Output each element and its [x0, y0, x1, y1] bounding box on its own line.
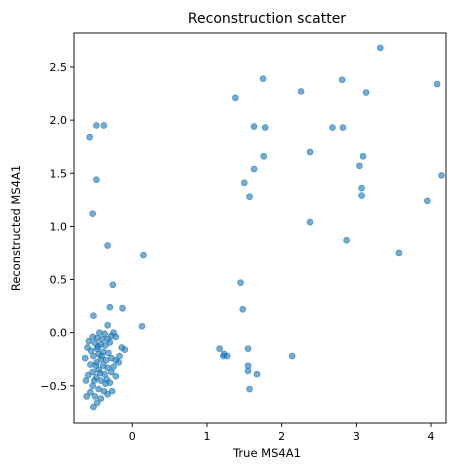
- data-point: [241, 179, 248, 187]
- data-point: [106, 338, 114, 346]
- data-point: [438, 172, 445, 179]
- data-point: [306, 218, 314, 226]
- data-point: [93, 399, 101, 407]
- data-point: [424, 197, 431, 205]
- data-point: [216, 345, 223, 352]
- x-axis-label: True MS4A1: [232, 446, 301, 460]
- data-point: [244, 367, 252, 375]
- y-tick-label: 2.0: [50, 114, 68, 127]
- data-point: [90, 312, 97, 319]
- data-point: [376, 44, 384, 52]
- data-point: [104, 321, 111, 329]
- data-point: [339, 124, 347, 131]
- y-tick-label: 0.5: [50, 274, 68, 287]
- y-tick-label: −0.5: [40, 380, 67, 393]
- data-point: [90, 403, 97, 411]
- data-point: [358, 192, 365, 199]
- data-point: [91, 393, 99, 400]
- data-point: [97, 395, 105, 402]
- data-point: [220, 352, 227, 360]
- data-point: [90, 352, 97, 360]
- data-point: [106, 303, 114, 311]
- data-point: [81, 354, 89, 362]
- data-point: [232, 94, 239, 102]
- data-point: [101, 330, 108, 338]
- data-point: [395, 249, 403, 257]
- data-point: [82, 377, 90, 384]
- data-point: [239, 305, 247, 313]
- data-point: [102, 342, 109, 349]
- data-point: [259, 75, 267, 82]
- x-tick-label: 0: [129, 430, 136, 443]
- data-point: [338, 76, 346, 84]
- data-point: [356, 162, 363, 170]
- data-point: [93, 176, 100, 183]
- data-point: [138, 322, 146, 330]
- data-point: [104, 391, 111, 398]
- data-point: [116, 352, 123, 360]
- data-point: [253, 370, 261, 378]
- data-point: [359, 152, 367, 160]
- x-tick-label: 1: [203, 430, 210, 443]
- data-point: [140, 251, 147, 259]
- data-point: [329, 124, 336, 131]
- y-tick-label: 2.5: [50, 61, 68, 74]
- data-point: [297, 88, 305, 95]
- data-point: [343, 236, 350, 244]
- data-point: [96, 369, 104, 377]
- data-point: [104, 242, 111, 249]
- y-tick-label: 1.5: [50, 167, 68, 180]
- data-point: [92, 362, 99, 369]
- points-layer: [81, 44, 445, 411]
- data-point: [362, 89, 370, 96]
- data-point: [237, 279, 244, 287]
- data-point: [246, 385, 253, 393]
- data-point: [260, 152, 268, 160]
- data-point: [93, 122, 100, 129]
- data-point: [83, 393, 90, 400]
- y-axis-label: Reconstructed MS4A1: [9, 165, 23, 291]
- data-point: [105, 349, 112, 357]
- data-point: [306, 148, 314, 156]
- data-point: [109, 281, 117, 289]
- data-point: [98, 352, 105, 360]
- data-point: [261, 124, 269, 131]
- data-point: [250, 165, 258, 173]
- data-point: [250, 123, 258, 130]
- data-point: [121, 346, 129, 353]
- data-point: [94, 343, 102, 350]
- data-point: [112, 372, 120, 380]
- data-point: [108, 387, 116, 395]
- data-point: [87, 388, 94, 396]
- chart-title: Reconstruction scatter: [188, 11, 346, 27]
- data-point: [85, 337, 93, 345]
- data-point: [100, 122, 108, 129]
- x-tick-label: 3: [353, 430, 360, 443]
- data-point: [115, 359, 123, 366]
- y-tick-label: 0.0: [50, 327, 68, 340]
- data-point: [246, 193, 253, 200]
- plot-frame: [73, 32, 447, 424]
- data-point: [103, 376, 111, 383]
- data-point: [110, 363, 117, 370]
- data-point: [89, 210, 96, 217]
- data-point: [433, 80, 441, 88]
- x-tick-label: 4: [428, 430, 435, 443]
- data-point: [86, 133, 93, 141]
- y-tick-label: 1.0: [50, 220, 68, 233]
- data-point: [89, 368, 96, 376]
- data-point: [244, 345, 252, 352]
- data-point: [358, 184, 365, 192]
- data-point: [119, 304, 126, 312]
- ticks-layer: 0 1 2 3 4 −0.5 0.0 0.5 1.0 1.5 2.0 2.5: [40, 61, 434, 443]
- x-tick-label: 2: [278, 430, 285, 443]
- data-point: [288, 352, 296, 360]
- data-point: [90, 377, 98, 384]
